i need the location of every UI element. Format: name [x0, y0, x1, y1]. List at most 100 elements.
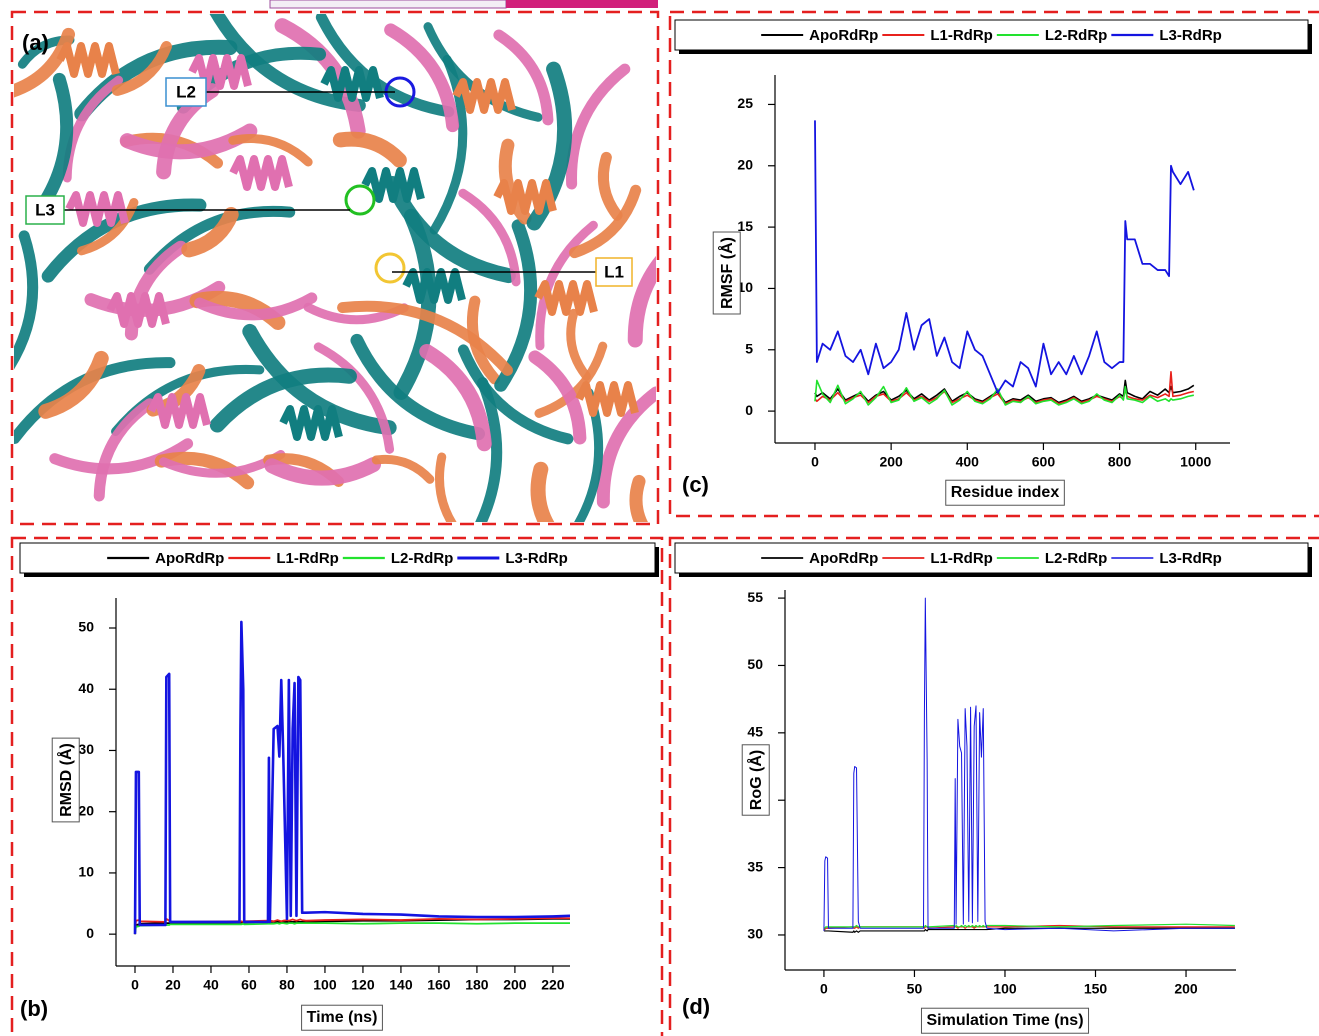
ribbon [385, 175, 516, 284]
legend-label: L2-RdRp [1045, 550, 1108, 567]
helix [106, 292, 170, 328]
legend-label: L1-RdRp [930, 550, 993, 567]
x-tick-label: 600 [1032, 454, 1056, 470]
x-tick-label: 400 [956, 454, 980, 470]
ribbon [629, 474, 649, 522]
legend-label: L1-RdRp [930, 27, 993, 44]
ligand-label: L1 [604, 262, 624, 281]
ribbon [596, 386, 656, 509]
axis-title-box [712, 231, 741, 315]
ribbon [124, 240, 188, 341]
x-tick-label: 0 [131, 977, 139, 993]
x-tick-label: 180 [465, 977, 489, 993]
ribbon [435, 452, 457, 522]
x-tick-label: 140 [389, 977, 413, 993]
ribbon [569, 184, 642, 259]
x-tick-label: 200 [503, 977, 527, 993]
label-box [25, 195, 65, 225]
ribbon [528, 350, 587, 445]
ribbon [332, 131, 407, 168]
legend-label: L2-RdRp [1045, 27, 1108, 44]
panel-label: (a) [22, 30, 49, 55]
label-box [165, 77, 207, 107]
helix [534, 280, 598, 316]
x-tick-label: 220 [541, 977, 565, 993]
y-tick-label: 20 [78, 802, 94, 818]
helix [229, 155, 293, 191]
x-axis-title: Simulation Time (ns) [926, 1012, 1083, 1029]
axis-title-box [945, 479, 1065, 506]
ribbon [534, 341, 608, 418]
ribbon [228, 134, 313, 167]
ribbon [423, 22, 543, 122]
y-axis-title: RoG (Å) [746, 750, 765, 810]
ribbon [14, 230, 39, 370]
x-tick-label: 0 [820, 981, 828, 997]
ligand-label: L3 [35, 200, 55, 219]
ribbon [111, 41, 172, 96]
helix [147, 393, 211, 429]
legend-label: ApoRdRp [809, 550, 878, 567]
y-tick-label: 30 [747, 926, 763, 942]
ribbon [627, 256, 656, 348]
ligand [374, 252, 406, 284]
panel-label: (c) [682, 472, 709, 497]
helix [575, 381, 639, 417]
x-tick-label: 50 [907, 981, 923, 997]
y-tick-label: 55 [747, 589, 763, 605]
helix [402, 268, 466, 304]
ribbon [209, 367, 357, 433]
series-line [823, 923, 1235, 929]
y-tick-label: 45 [747, 724, 763, 740]
x-tick-label: 1000 [1180, 454, 1211, 470]
helix [188, 54, 252, 90]
ribbon [350, 333, 486, 441]
x-tick-label: 40 [203, 977, 219, 993]
ribbon [393, 208, 437, 400]
ribbon [458, 188, 521, 287]
series-line [134, 922, 570, 935]
legend-label: ApoRdRp [155, 550, 224, 567]
panel-frame [668, 536, 1319, 1036]
helix [493, 179, 557, 215]
ribbon [597, 151, 623, 221]
y-tick-label: 30 [78, 741, 94, 757]
x-tick-label: 160 [427, 977, 451, 993]
helix [65, 191, 129, 227]
legend-label: L2-RdRp [391, 550, 454, 567]
y-tick-label: 10 [737, 279, 753, 295]
x-tick-label: 100 [313, 977, 337, 993]
ligand-label: L2 [176, 82, 196, 101]
x-axis-title: Time (ns) [307, 1009, 378, 1026]
y-tick-label: 5 [745, 340, 753, 356]
legend-label: L3-RdRp [505, 550, 568, 567]
label-box [595, 257, 633, 287]
cropped-bar [506, 0, 658, 8]
ribbon [419, 344, 492, 452]
ribbon [566, 63, 631, 190]
ribbon [475, 377, 503, 522]
ribbon [566, 308, 591, 381]
axis-title-box [51, 737, 80, 823]
helix [279, 405, 343, 441]
y-tick-label: 0 [745, 402, 753, 418]
helix [320, 66, 384, 102]
legend-label: ApoRdRp [809, 27, 878, 44]
cropped-bar [269, 0, 507, 9]
panel-frame [668, 10, 1319, 518]
y-tick-label: 20 [737, 156, 753, 172]
panel-frame [10, 10, 660, 526]
x-tick-label: 80 [279, 977, 295, 993]
y-tick-label: 25 [737, 95, 753, 111]
ribbon [154, 451, 255, 490]
y-tick-label: 50 [78, 619, 94, 635]
x-tick-label: 20 [165, 977, 181, 993]
ribbon [76, 197, 139, 256]
panel-label: (b) [20, 996, 48, 1021]
y-tick-label: 35 [747, 858, 763, 874]
x-tick-label: 100 [993, 981, 1017, 997]
axis-title-box [301, 1004, 383, 1031]
helix [361, 167, 425, 203]
